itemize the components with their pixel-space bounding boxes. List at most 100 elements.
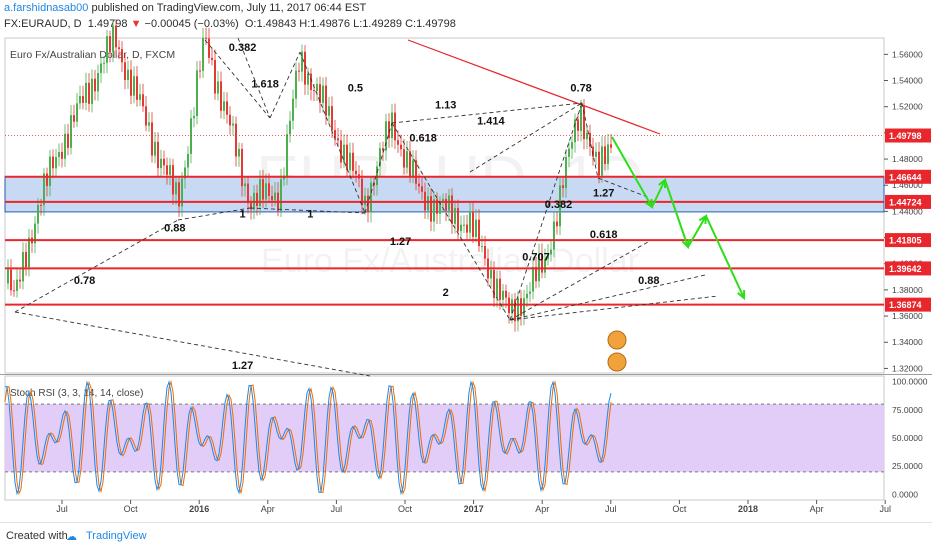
candle-body: [55, 157, 57, 169]
candle-body: [529, 291, 531, 294]
candle-body: [526, 293, 528, 299]
projection-arrow: [611, 136, 653, 208]
stoch-y-tick-label: 75.0000: [892, 405, 923, 415]
pattern-dashed-line: [509, 295, 719, 321]
candle-body: [607, 144, 609, 164]
candle-body: [103, 62, 105, 64]
candle-body: [535, 267, 537, 282]
candle-body: [265, 183, 267, 200]
candle-body: [97, 72, 99, 92]
candle-body: [187, 153, 189, 168]
candle-body: [106, 36, 108, 63]
pattern-dashed-line: [299, 51, 366, 214]
fib-ratio-label: 0.88: [638, 275, 659, 287]
candle-body: [511, 299, 513, 314]
current-price-tag: [885, 128, 931, 143]
projection-arrow: [705, 215, 745, 299]
candle-body: [232, 123, 234, 126]
y-tick-label: 1.40000: [892, 259, 923, 269]
fib-ratio-label: 1.27: [232, 360, 253, 372]
projection-arrowhead: [644, 198, 654, 209]
candle-body: [268, 183, 270, 196]
candle-body: [46, 173, 48, 186]
price-level-tag: [885, 169, 931, 184]
candle-body: [226, 101, 228, 115]
candle-body: [373, 182, 375, 186]
candle-body: [250, 203, 252, 210]
candle-body: [544, 259, 546, 273]
candle-body: [277, 192, 279, 211]
candle-body: [439, 202, 441, 214]
candle-body: [517, 298, 519, 322]
candle-body: [139, 94, 141, 100]
projection-arrowhead: [658, 177, 667, 189]
pattern-dashed-line: [237, 37, 271, 119]
candle-body: [505, 290, 507, 298]
candle-body: [352, 152, 354, 171]
candle-body: [493, 270, 495, 299]
candle-body: [556, 221, 558, 227]
candle-body: [157, 141, 159, 169]
candle-body: [16, 279, 18, 291]
candle-body: [466, 224, 468, 233]
candle-body: [559, 185, 561, 227]
price-level-tag: [885, 233, 931, 248]
x-tick-label: 2017: [464, 504, 484, 514]
main-pane-frame: [4, 37, 885, 374]
y-tick-label: 1.46000: [892, 180, 923, 190]
candle-body: [508, 297, 510, 314]
candle-body: [433, 199, 435, 222]
fib-ratio-label: 0.382: [545, 199, 573, 211]
candle-body: [49, 156, 51, 186]
pattern-dashed-line: [509, 274, 706, 321]
candle-body: [298, 70, 300, 72]
candle-body: [163, 158, 165, 166]
projection-arrow: [651, 179, 666, 208]
candle-body: [388, 121, 390, 139]
candle-body: [583, 105, 585, 140]
y-tick-label: 1.32000: [892, 363, 923, 373]
ohlc-values: O:1.49843 H:1.49876 L:1.49289 C:1.49798: [244, 18, 456, 30]
candle-body: [190, 118, 192, 154]
candle-body: [565, 157, 567, 189]
candle-body: [595, 151, 597, 157]
candle-body: [88, 82, 90, 104]
projection-arrowhead: [737, 289, 746, 301]
author-link[interactable]: a.farshidnasab00: [4, 2, 89, 14]
candle-body: [514, 299, 516, 322]
event-badge-icon: [607, 330, 627, 350]
tradingview-link[interactable]: TradingView: [86, 530, 147, 542]
candle-body: [292, 98, 294, 121]
pattern-dashed-line: [364, 122, 393, 214]
candle-body: [553, 221, 555, 250]
candle-body: [256, 192, 258, 207]
y-tick-label: 1.56000: [892, 49, 923, 59]
stoch-y-tick-label: 25.0000: [892, 461, 923, 471]
price-level-tag: [885, 194, 931, 209]
candle-body: [280, 179, 282, 211]
candle-body: [79, 96, 81, 104]
pattern-dashed-line: [204, 39, 271, 119]
candle-body: [346, 144, 348, 171]
fib-ratio-label: 0.5: [348, 83, 363, 95]
pattern-dashed-line: [14, 311, 371, 377]
candle-body: [223, 101, 225, 111]
candle-body: [37, 204, 39, 224]
candle-body: [538, 253, 540, 282]
projection-arrowhead: [698, 214, 708, 225]
candle-body: [322, 85, 324, 103]
candle-body: [247, 183, 249, 204]
candle-body: [145, 106, 147, 126]
fib-ratio-label: 1.27: [390, 236, 411, 248]
candle-body: [418, 183, 420, 187]
pattern-dashed-line: [581, 102, 599, 179]
candle-body: [64, 133, 66, 159]
candle-body: [28, 237, 30, 268]
candle-body: [490, 270, 492, 279]
pattern-dashed-line: [509, 241, 649, 321]
candle-body: [361, 178, 363, 206]
candle-body: [409, 151, 411, 178]
stoch-y-tick-label: 100.0000: [892, 377, 928, 387]
fib-ratio-label: 2: [443, 287, 449, 299]
